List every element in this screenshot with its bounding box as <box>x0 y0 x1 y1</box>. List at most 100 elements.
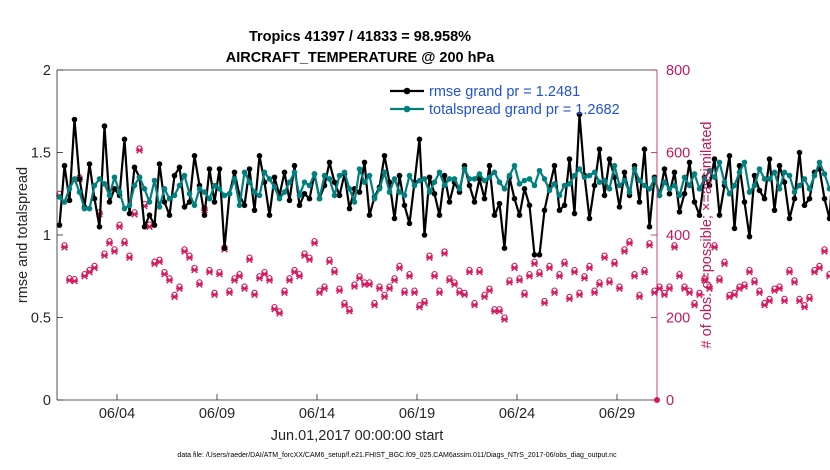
obs-assimilated-marker <box>251 291 258 299</box>
totalspread-point <box>166 195 173 202</box>
totalspread-point <box>346 186 353 192</box>
totalspread-point <box>781 169 788 176</box>
totalspread-point <box>76 189 83 195</box>
totalspread-point <box>761 176 768 182</box>
totalspread-point <box>711 174 718 181</box>
totalspread-point <box>811 172 818 179</box>
totalspread-point <box>291 169 298 176</box>
totalspread-point <box>186 190 193 197</box>
totalspread-series <box>56 159 830 212</box>
rmse-point <box>686 159 693 166</box>
totalspread-point <box>241 169 248 176</box>
rmse-point <box>531 252 538 258</box>
x-ticks: 06/04 06/09 06/14 06/19 06/24 06/29 <box>99 394 635 422</box>
obs-assimilated-marker <box>261 270 268 278</box>
totalspread-point <box>156 204 163 210</box>
rmse-point <box>171 172 178 179</box>
obs-assimilated-marker <box>746 268 753 276</box>
rmse-point <box>486 162 493 169</box>
rmse-point <box>501 245 508 251</box>
rmse-point <box>676 209 683 215</box>
obs-assimilated-marker <box>766 297 773 305</box>
rmse-point <box>71 116 78 123</box>
obs-assimilated-marker <box>406 272 413 280</box>
rmse-point <box>706 182 713 189</box>
obs-assimilated-marker <box>596 281 603 288</box>
obs-x-series <box>56 147 830 323</box>
totalspread-point <box>306 182 313 189</box>
rmse-point <box>356 189 363 195</box>
totalspread-point <box>576 166 583 172</box>
obs-assimilated-marker <box>391 277 398 284</box>
obs-assimilated-marker <box>691 301 698 309</box>
obs-assimilated-marker <box>356 274 363 282</box>
obs-assimilated-marker <box>281 289 288 297</box>
totalspread-point <box>501 186 508 192</box>
rmse-point <box>111 186 118 192</box>
rmse-point <box>741 199 748 205</box>
obs-assimilated-marker <box>531 260 538 268</box>
rmse-point <box>76 176 83 182</box>
totalspread-point <box>141 186 148 192</box>
totalspread-point <box>441 182 448 189</box>
totalspread-point <box>666 186 673 192</box>
totalspread-point <box>766 176 773 182</box>
obs-assimilated-marker <box>716 277 723 284</box>
totalspread-point <box>616 182 623 189</box>
rmse-point <box>441 172 448 179</box>
rmse-point <box>151 222 158 228</box>
rmse-point <box>601 192 608 199</box>
totalspread-point <box>801 176 808 182</box>
totalspread-point <box>101 181 108 187</box>
obs-assimilated-marker <box>336 287 343 295</box>
rmse-point <box>491 212 498 218</box>
rmse-point <box>526 202 533 209</box>
totalspread-point <box>211 182 218 189</box>
obs-assimilated-marker <box>511 264 518 272</box>
totalspread-point <box>571 172 578 179</box>
totalspread-point <box>56 194 63 200</box>
rmse-point <box>241 202 248 209</box>
totalspread-point <box>746 189 753 195</box>
legend-spread-marker <box>403 105 411 113</box>
obs-assimilated-marker <box>286 277 293 284</box>
obs-assimilated-marker <box>621 248 628 255</box>
totalspread-point <box>606 186 613 192</box>
obs-assimilated-marker <box>776 285 783 292</box>
rmse-point <box>346 205 353 212</box>
rmse-point <box>521 186 528 192</box>
totalspread-point <box>771 169 778 176</box>
rmse-point <box>711 156 718 162</box>
totalspread-point <box>611 162 618 169</box>
obs-assimilated-marker <box>186 254 193 262</box>
totalspread-point <box>206 195 213 202</box>
totalspread-point <box>246 179 253 185</box>
obs-assimilated-marker <box>161 270 168 278</box>
obs-assimilated-marker <box>396 264 403 272</box>
rmse-point <box>406 220 413 227</box>
obs-assimilated-marker <box>451 281 458 288</box>
x-tick-label: 06/14 <box>299 406 335 422</box>
rmse-point <box>231 169 238 176</box>
totalspread-point <box>326 176 333 182</box>
totalspread-point <box>561 182 568 189</box>
totalspread-point <box>301 179 308 185</box>
chart-subtitle: AIRCRAFT_TEMPERATURE @ 200 hPa <box>226 50 495 66</box>
obs-assimilated-marker <box>426 254 433 262</box>
rmse-point <box>221 245 228 251</box>
totalspread-point <box>276 195 283 202</box>
obs-assimilated-marker <box>661 291 668 299</box>
obs-assimilated-marker <box>591 289 598 297</box>
totalspread-point <box>751 182 758 189</box>
rmse-point <box>691 199 698 205</box>
rmse-point <box>716 212 723 218</box>
rmse-point <box>266 212 273 218</box>
totalspread-point <box>136 174 143 181</box>
y-right-tick-label: 400 <box>666 228 690 244</box>
rmse-point <box>576 111 583 118</box>
rmse-point <box>336 192 343 199</box>
rmse-point <box>366 212 373 218</box>
totalspread-point <box>446 176 453 182</box>
rmse-point <box>251 207 258 214</box>
obs-assimilated-marker <box>311 239 318 247</box>
